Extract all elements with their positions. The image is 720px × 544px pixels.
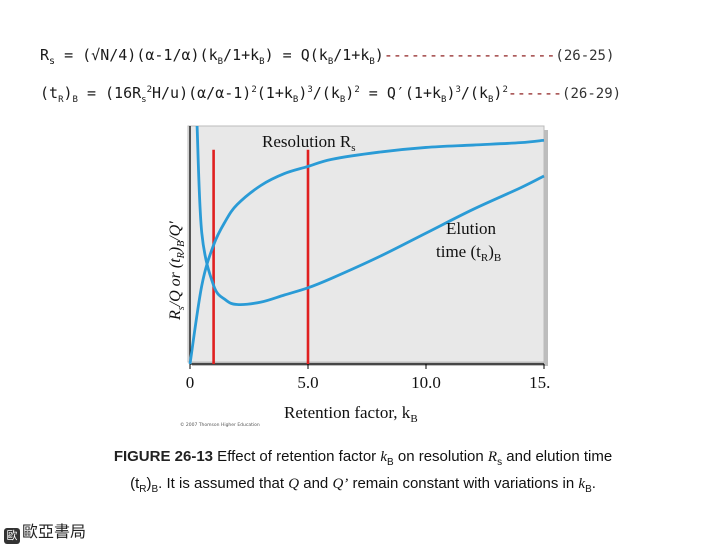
- eq2-body: /(k: [312, 84, 340, 102]
- eq1-sub: B: [327, 57, 334, 67]
- x-axis-label: Retention factor, kB: [284, 403, 418, 425]
- eq2-sup: 2: [146, 85, 152, 95]
- x-ticks: 0 5.0 10.0 15.0: [186, 364, 550, 392]
- caption-text: on resolution: [393, 448, 488, 465]
- eq1-dashes: -------------------: [383, 46, 556, 64]
- eq2-sup: 3: [455, 85, 461, 95]
- elution-label-2: time (tR)B: [436, 242, 501, 264]
- x-tick-label: 15.0: [529, 373, 550, 392]
- eq1-body: ): [374, 46, 384, 64]
- eq2-body: ): [446, 84, 456, 102]
- publisher-logo: 歐歐亞書局: [4, 518, 86, 544]
- eq2-sub: s: [141, 95, 147, 105]
- caption-sub: B: [151, 484, 159, 495]
- x-tick-label: 0: [186, 373, 195, 392]
- eq2-number: (26-29): [562, 86, 622, 102]
- caption-sub: R: [139, 484, 147, 495]
- caption-var: R: [487, 449, 498, 465]
- x-tick-label: 10.0: [411, 373, 441, 392]
- equation-26-25: Rs = (√N/4)(α-1/α)(kB/1+kB) = Q(kB/1+kB)…: [40, 46, 614, 67]
- eq1-sub: B: [259, 57, 265, 67]
- x-tick-label: 5.0: [297, 373, 318, 392]
- eq2-sup: 2: [251, 85, 257, 95]
- retention-factor-figure: 0 5.0 10.0 15.0 Resolution Rs Elution time …: [167, 125, 550, 428]
- caption-text: and: [299, 475, 333, 492]
- eq1-body: /1+k: [223, 46, 260, 64]
- eq2-body: (1+k: [256, 84, 293, 102]
- elution-time-curve: [195, 125, 545, 306]
- eq2-sub: B: [292, 95, 299, 105]
- eq2-sub: B: [487, 95, 494, 105]
- caption-text: .: [591, 475, 596, 492]
- eq1-lhs-sub: s: [49, 56, 56, 67]
- eq2-dashes: ------: [507, 84, 563, 102]
- eq1-body: ) = Q(k: [264, 46, 328, 64]
- plot-panel: [187, 125, 545, 363]
- eq2-sup: 2: [354, 85, 360, 95]
- caption-text: remain constant with variations in: [348, 475, 579, 492]
- eq2-lhs: ): [63, 84, 73, 102]
- elution-label-1: Elution: [446, 219, 497, 238]
- caption-var: Q’: [332, 476, 349, 492]
- eq1-number: (26-25): [555, 48, 615, 64]
- figure-number: FIGURE 26-13: [113, 448, 214, 465]
- eq2-body: /(k: [460, 84, 488, 102]
- kb-markers: [212, 149, 310, 364]
- caption-var: ): [146, 475, 152, 492]
- eq2-body: H/u)(α/α-1): [152, 84, 252, 102]
- eq1-sub: B: [217, 57, 224, 67]
- eq2-sub: B: [339, 95, 346, 105]
- eq1-body: = (√N/4)(α-1/α)(k: [55, 46, 218, 64]
- equation-26-29: (tR)B = (16Rs2H/u)(α/α-1)2(1+kB)3/(kB)2 …: [40, 84, 621, 105]
- eq2-body: = Q′(1+k: [359, 84, 442, 102]
- eq2-body: = (16R: [77, 84, 142, 102]
- resolution-label: Resolution Rs: [262, 132, 356, 154]
- caption-text: . It is assumed that: [158, 475, 289, 492]
- eq2-sup: 2: [502, 85, 508, 95]
- publisher-name: 歐亞書局: [22, 522, 87, 541]
- publisher-logo-icon: 歐: [4, 528, 20, 544]
- eq2-body: ): [493, 84, 503, 102]
- eq1-lhs: R: [40, 46, 50, 64]
- caption-text: Effect of retention factor: [213, 448, 381, 465]
- eq2-body: ): [298, 84, 308, 102]
- eq2-sub: B: [72, 95, 78, 105]
- eq1-sub: B: [369, 57, 375, 67]
- eq2-sup: 3: [307, 85, 313, 95]
- eq2-sub: R: [58, 95, 64, 105]
- caption-var: (t: [130, 475, 140, 492]
- figure-caption: FIGURE 26-13 Effect of retention factor …: [48, 446, 678, 500]
- y-axis-label: Rs/Q or (tR)B/Q′: [167, 221, 187, 321]
- caption-var: k: [578, 476, 586, 492]
- caption-text: and elution time: [502, 448, 613, 465]
- copyright: © 2007 Thomson Higher Education: [180, 421, 260, 428]
- eq1-body: /1+k: [333, 46, 370, 64]
- caption-var: Q: [288, 476, 300, 492]
- eq2-body: ): [345, 84, 355, 102]
- caption-sub: s: [497, 457, 503, 468]
- eq2-sub: B: [441, 95, 447, 105]
- resolution-curve: [188, 138, 545, 365]
- caption-sub: B: [585, 484, 592, 495]
- eq2-lhs: (t: [40, 84, 59, 102]
- caption-sub: B: [387, 457, 394, 468]
- caption-var: k: [380, 449, 388, 465]
